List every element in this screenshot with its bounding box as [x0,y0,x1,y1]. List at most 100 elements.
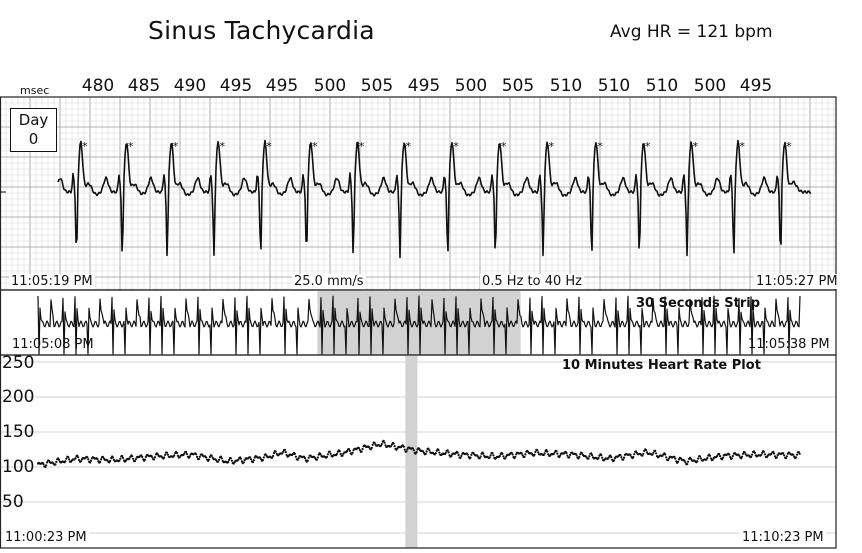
hr-point [556,452,559,455]
hr-point [534,450,537,454]
hr-point [173,454,176,457]
hr-point [379,444,382,447]
hr-point [335,452,339,455]
hr-point [134,458,137,461]
beat-marker: * [501,140,507,153]
hr-point [425,450,428,453]
hr-point [218,458,221,461]
hr-point [153,456,157,459]
hr-point [284,451,287,454]
hr-point [587,457,590,460]
rr-interval-label: 500 [693,76,727,96]
hr-point [239,457,243,460]
hr-point [251,461,254,464]
hr-point [476,455,479,458]
hr-point [249,456,252,459]
hr-point [57,458,61,461]
hr-point [166,453,169,456]
hr-point [577,457,580,460]
hr-point [629,453,632,456]
hr-point [303,457,307,460]
hr-point [623,456,626,459]
rr-interval-label: 510 [597,76,631,96]
hr-point [403,448,406,451]
hr-point [772,450,775,453]
hr-point [227,460,230,464]
y-tick-label: 50 [2,492,24,512]
hr-point [259,456,262,459]
hr-point [607,456,610,459]
hr-point [141,455,144,458]
hr-point [696,460,699,463]
day-badge-label: Day [18,111,49,129]
hr-point [358,449,361,452]
hr-point [96,457,99,461]
hr-point [131,455,134,458]
hr-point [87,458,90,461]
hr-point [89,459,93,462]
hr-points [36,439,801,469]
hr-point [438,451,441,454]
y-tick-label: 150 [2,422,35,442]
hr-point [579,453,582,456]
hr-point [207,458,211,461]
hr-point [315,458,318,461]
chart-title: Sinus Tachycardia [148,16,375,45]
rr-interval-label: 495 [407,76,441,96]
rr-interval-label: 505 [360,76,394,96]
hr-point [293,452,296,455]
rr-interval-label: 485 [127,76,161,96]
hr-point [459,456,462,459]
hr-point [306,459,309,462]
hr-point [128,457,131,460]
hr-point [326,453,329,456]
hr-point [297,457,300,460]
hr-point [575,454,578,457]
hr-point [316,456,319,459]
hr-point [578,455,581,458]
hr-point [446,449,449,452]
hr-point [67,456,70,459]
hr-point [110,457,113,460]
hr-point [109,459,112,462]
hr-point [68,458,71,461]
hr-point [271,456,274,459]
hr-point [460,454,463,458]
hr-point [285,454,288,457]
hr-point [489,454,492,457]
hr-point [341,454,344,457]
beat-marker: * [82,140,88,153]
hr-point [402,445,405,448]
hr-point [121,454,124,458]
hr-point [450,455,453,458]
hr-point [761,451,764,454]
hr-point [642,452,645,455]
hr-point [520,452,523,455]
hr-point [348,449,351,452]
y-tick-label: 250 [2,353,35,373]
hr-point [437,448,440,452]
hr-point [488,456,491,459]
beat-marker: * [453,140,459,153]
hr-point [77,456,80,459]
hr-point [119,457,122,460]
hr-point [478,457,481,460]
beat-marker: * [693,140,699,153]
rr-interval-label: 500 [313,76,347,96]
beat-marker: * [645,140,651,153]
hr-point [42,463,45,466]
hr-point [380,443,383,446]
hr-point [664,453,667,456]
hr-point [370,446,373,449]
hr-point [100,458,103,461]
hr-point [706,457,709,460]
hr-point [785,455,789,458]
strip-title: 30 Seconds Strip [636,296,761,311]
hr-point [601,456,604,459]
hr-point [360,450,363,453]
rr-unit-label: msec [20,84,50,97]
hr-highlight [405,355,418,548]
hr-point [339,452,342,456]
hr-point [188,455,191,458]
hr-point [597,456,600,460]
